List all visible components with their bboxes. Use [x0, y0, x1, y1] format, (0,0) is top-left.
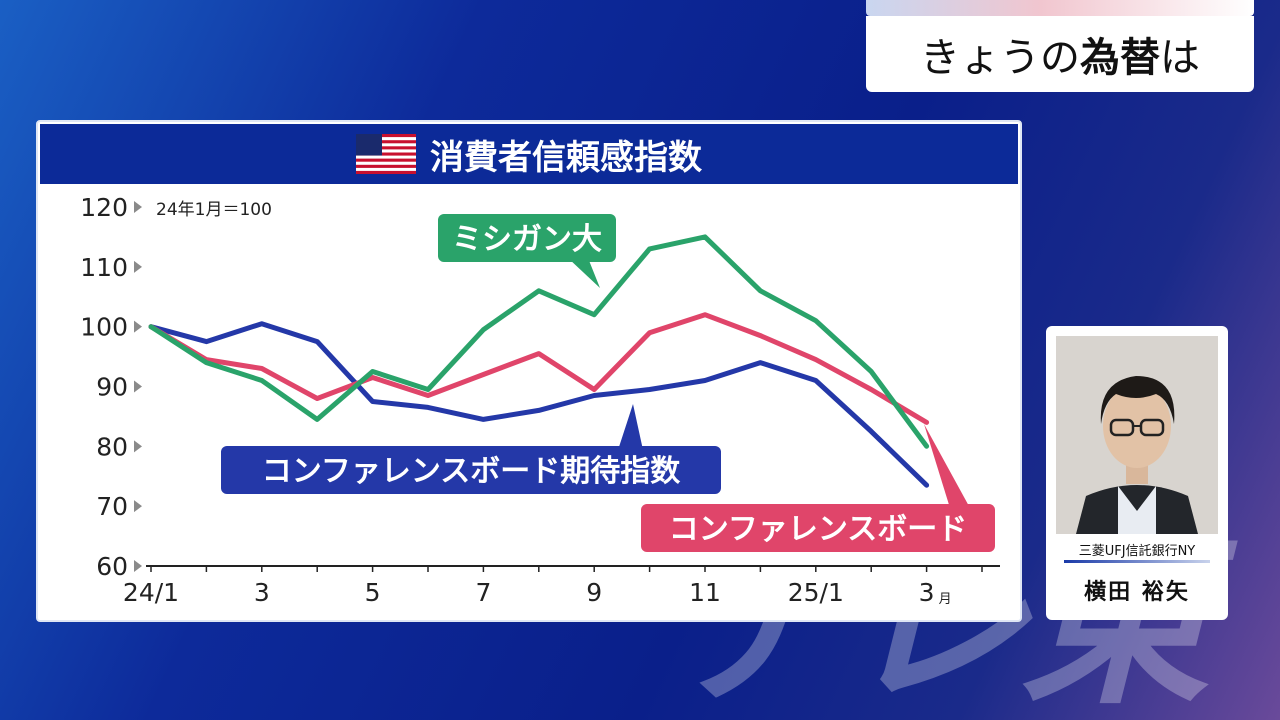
commentator-photo	[1056, 336, 1218, 534]
chart-card: 消費者信頼感指数 60 70 80 90 100 110 120 24年1月＝100 24/1 3…	[36, 120, 1022, 622]
headline-accent-bar	[866, 0, 1254, 16]
y-tick-marker	[134, 380, 142, 393]
series-label-box-1	[641, 504, 995, 552]
x-tick-label: 3	[919, 578, 935, 607]
series-label-pointer-2	[618, 404, 643, 450]
series-label-pointer-0	[568, 258, 600, 288]
series-line-1	[148, 312, 930, 425]
chart-header: 消費者信頼感指数	[40, 124, 1018, 184]
series-label-2: コンファレンスボード期待指数	[262, 454, 681, 489]
chart-title: 消費者信頼感指数	[430, 137, 702, 178]
commentator-card: 三菱UFJ信託銀行NY 横田 裕矢	[1046, 326, 1228, 620]
x-tick-label: 25/1	[788, 578, 844, 607]
x-tick-label: 24/1	[123, 578, 179, 607]
x-tick-label: 3	[254, 578, 270, 607]
y-tick-label: 110	[80, 253, 128, 282]
headline-normal: きょうの	[920, 35, 1080, 81]
x-tick-label: 9	[586, 578, 602, 607]
company-underline	[1064, 560, 1210, 563]
y-tick-marker	[134, 560, 142, 572]
commentator-company: 三菱UFJ信託銀行NY	[1078, 544, 1196, 559]
x-tick-label: 5	[365, 578, 381, 607]
y-tick-label: 90	[96, 373, 128, 402]
y-tick-label: 70	[96, 492, 128, 521]
y-tick-marker	[134, 260, 142, 273]
y-tick-marker	[134, 500, 142, 513]
line-chart: 60 70 80 90 100 110 120 24年1月＝100 24/1 3 5 7 9 11 25/1…	[80, 193, 1000, 607]
headline-bold: 為替	[1080, 35, 1160, 81]
us-flag-icon	[356, 134, 416, 174]
series-line-2	[148, 321, 930, 488]
x-tick-label: 11	[689, 578, 721, 607]
unit-note: 24年1月＝100	[156, 200, 272, 220]
y-tick-marker	[134, 320, 142, 333]
series-label-box-2	[221, 446, 721, 494]
series-label-0: ミシガン大	[452, 222, 602, 257]
y-tick-label: 120	[80, 193, 128, 222]
x-tick-suffix: 月	[939, 592, 952, 607]
x-tick-label: 7	[475, 578, 491, 607]
y-tick-marker	[134, 201, 142, 213]
series-label-pointer-1	[924, 424, 970, 508]
headline-banner: きょうの 為替は	[866, 16, 1254, 92]
series-line-0	[148, 234, 930, 449]
y-tick-label: 80	[96, 432, 128, 461]
series-label-1: コンファレンスボード	[669, 512, 968, 547]
series-label-box-0	[438, 214, 616, 262]
y-tick-label: 60	[96, 552, 128, 581]
y-tick-label: 100	[80, 313, 128, 342]
headline-suffix: は	[1160, 35, 1200, 81]
commentator-name: 横田 裕矢	[1084, 580, 1190, 605]
y-tick-marker	[134, 440, 142, 453]
